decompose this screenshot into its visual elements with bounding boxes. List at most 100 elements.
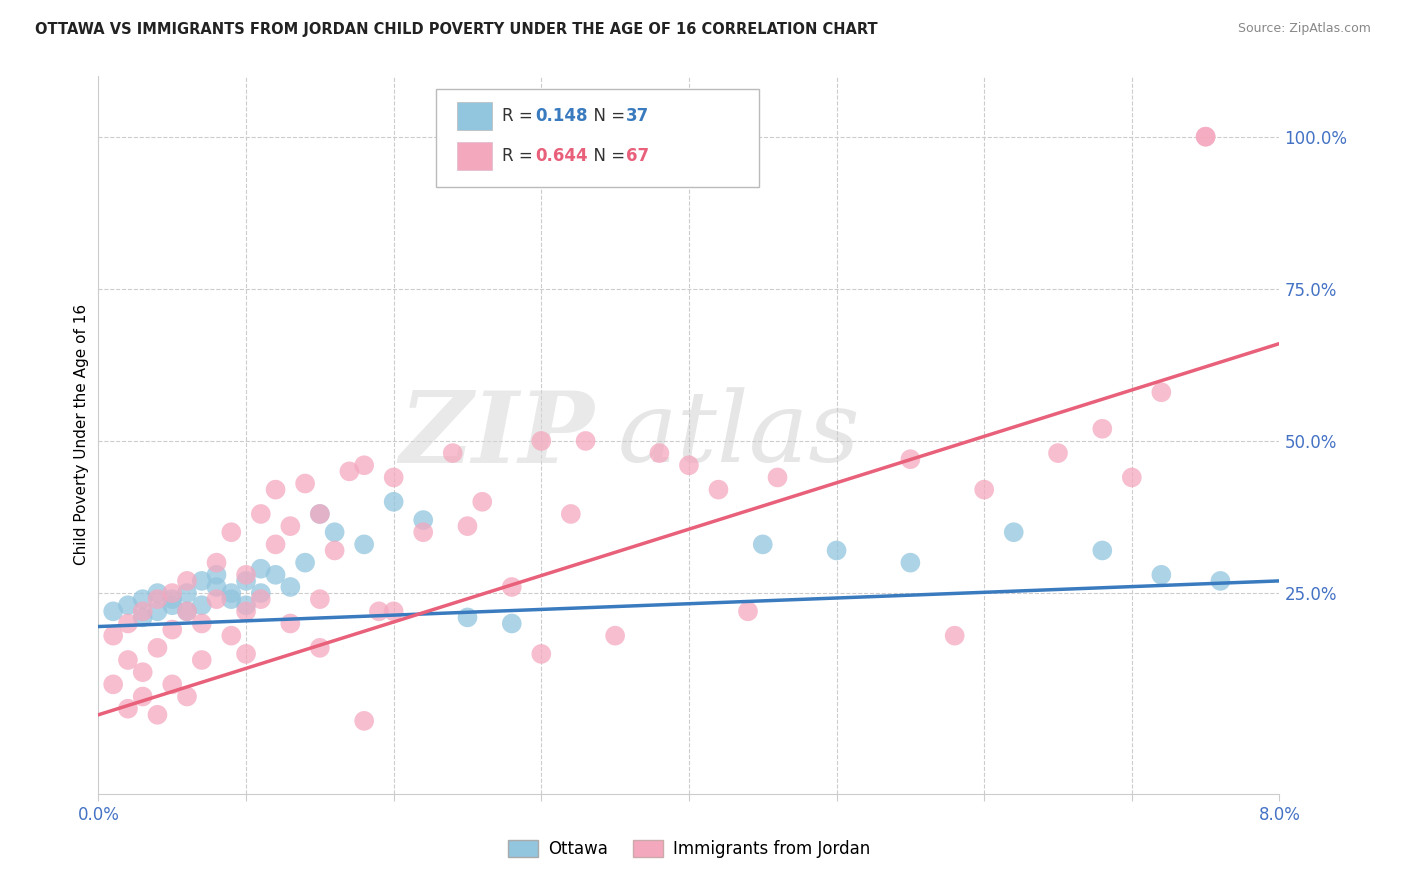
Point	[766, 470, 789, 484]
Text: R =: R =	[502, 147, 538, 165]
Point	[176, 604, 198, 618]
Point	[250, 562, 273, 576]
Point	[1195, 129, 1218, 144]
Point	[205, 556, 228, 570]
Point	[471, 495, 494, 509]
Point	[162, 592, 183, 607]
Point	[103, 629, 125, 643]
Point	[382, 470, 405, 484]
Point	[146, 640, 169, 655]
Point	[309, 640, 332, 655]
Point	[457, 519, 479, 533]
Point	[737, 604, 759, 618]
Point	[501, 580, 523, 594]
Point	[323, 543, 346, 558]
Point	[117, 599, 139, 613]
Point	[605, 629, 627, 643]
Point	[309, 507, 332, 521]
Point	[1195, 129, 1218, 144]
Point	[294, 476, 316, 491]
Point	[205, 567, 228, 582]
Point	[162, 677, 183, 691]
Point	[323, 525, 346, 540]
Point	[530, 647, 553, 661]
Point	[250, 507, 273, 521]
Point	[146, 586, 169, 600]
Point	[162, 599, 183, 613]
Text: R =: R =	[502, 107, 538, 125]
Point	[1209, 574, 1232, 588]
Point	[191, 616, 214, 631]
Point	[176, 574, 198, 588]
Point	[280, 519, 302, 533]
Point	[973, 483, 995, 497]
Point	[412, 525, 434, 540]
Point	[176, 604, 198, 618]
Point	[353, 458, 375, 473]
Point	[575, 434, 598, 448]
Point	[309, 507, 332, 521]
Point	[264, 483, 287, 497]
Point	[752, 537, 775, 551]
Point	[205, 592, 228, 607]
Point	[235, 647, 257, 661]
Point	[368, 604, 391, 618]
Point	[441, 446, 464, 460]
Point	[221, 586, 243, 600]
Point	[146, 604, 169, 618]
Point	[235, 604, 257, 618]
Point	[309, 592, 332, 607]
Point	[530, 434, 553, 448]
Text: atlas: atlas	[619, 387, 860, 483]
Point	[412, 513, 434, 527]
Point	[221, 629, 243, 643]
Point	[117, 616, 139, 631]
Point	[221, 525, 243, 540]
Y-axis label: Child Poverty Under the Age of 16: Child Poverty Under the Age of 16	[75, 304, 89, 566]
Point	[382, 495, 405, 509]
Point	[132, 604, 155, 618]
Legend: Ottawa, Immigrants from Jordan: Ottawa, Immigrants from Jordan	[501, 833, 877, 864]
Text: 0.148: 0.148	[536, 107, 588, 125]
Point	[132, 690, 155, 704]
Point	[162, 586, 183, 600]
Text: Source: ZipAtlas.com: Source: ZipAtlas.com	[1237, 22, 1371, 36]
Point	[678, 458, 700, 473]
Point	[280, 580, 302, 594]
Point	[235, 567, 257, 582]
Point	[146, 592, 169, 607]
Point	[339, 464, 361, 478]
Point	[205, 580, 228, 594]
Point	[132, 665, 155, 680]
Point	[1150, 385, 1173, 400]
Point	[103, 604, 125, 618]
Text: OTTAWA VS IMMIGRANTS FROM JORDAN CHILD POVERTY UNDER THE AGE OF 16 CORRELATION C: OTTAWA VS IMMIGRANTS FROM JORDAN CHILD P…	[35, 22, 877, 37]
Point	[1002, 525, 1025, 540]
Point	[353, 714, 375, 728]
Text: N =: N =	[583, 107, 631, 125]
Point	[176, 690, 198, 704]
Point	[176, 586, 198, 600]
Point	[900, 556, 922, 570]
Point	[382, 604, 405, 618]
Point	[1091, 543, 1114, 558]
Point	[221, 592, 243, 607]
Point	[294, 556, 316, 570]
Point	[162, 623, 183, 637]
Point	[825, 543, 848, 558]
Point	[235, 574, 257, 588]
Point	[264, 537, 287, 551]
Point	[191, 599, 214, 613]
Point	[501, 616, 523, 631]
Text: 37: 37	[626, 107, 650, 125]
Text: N =: N =	[583, 147, 631, 165]
Point	[457, 610, 479, 624]
Point	[117, 653, 139, 667]
Point	[1150, 567, 1173, 582]
Text: 0.644: 0.644	[536, 147, 588, 165]
Point	[264, 567, 287, 582]
Point	[280, 616, 302, 631]
Point	[707, 483, 730, 497]
Point	[353, 537, 375, 551]
Point	[103, 677, 125, 691]
